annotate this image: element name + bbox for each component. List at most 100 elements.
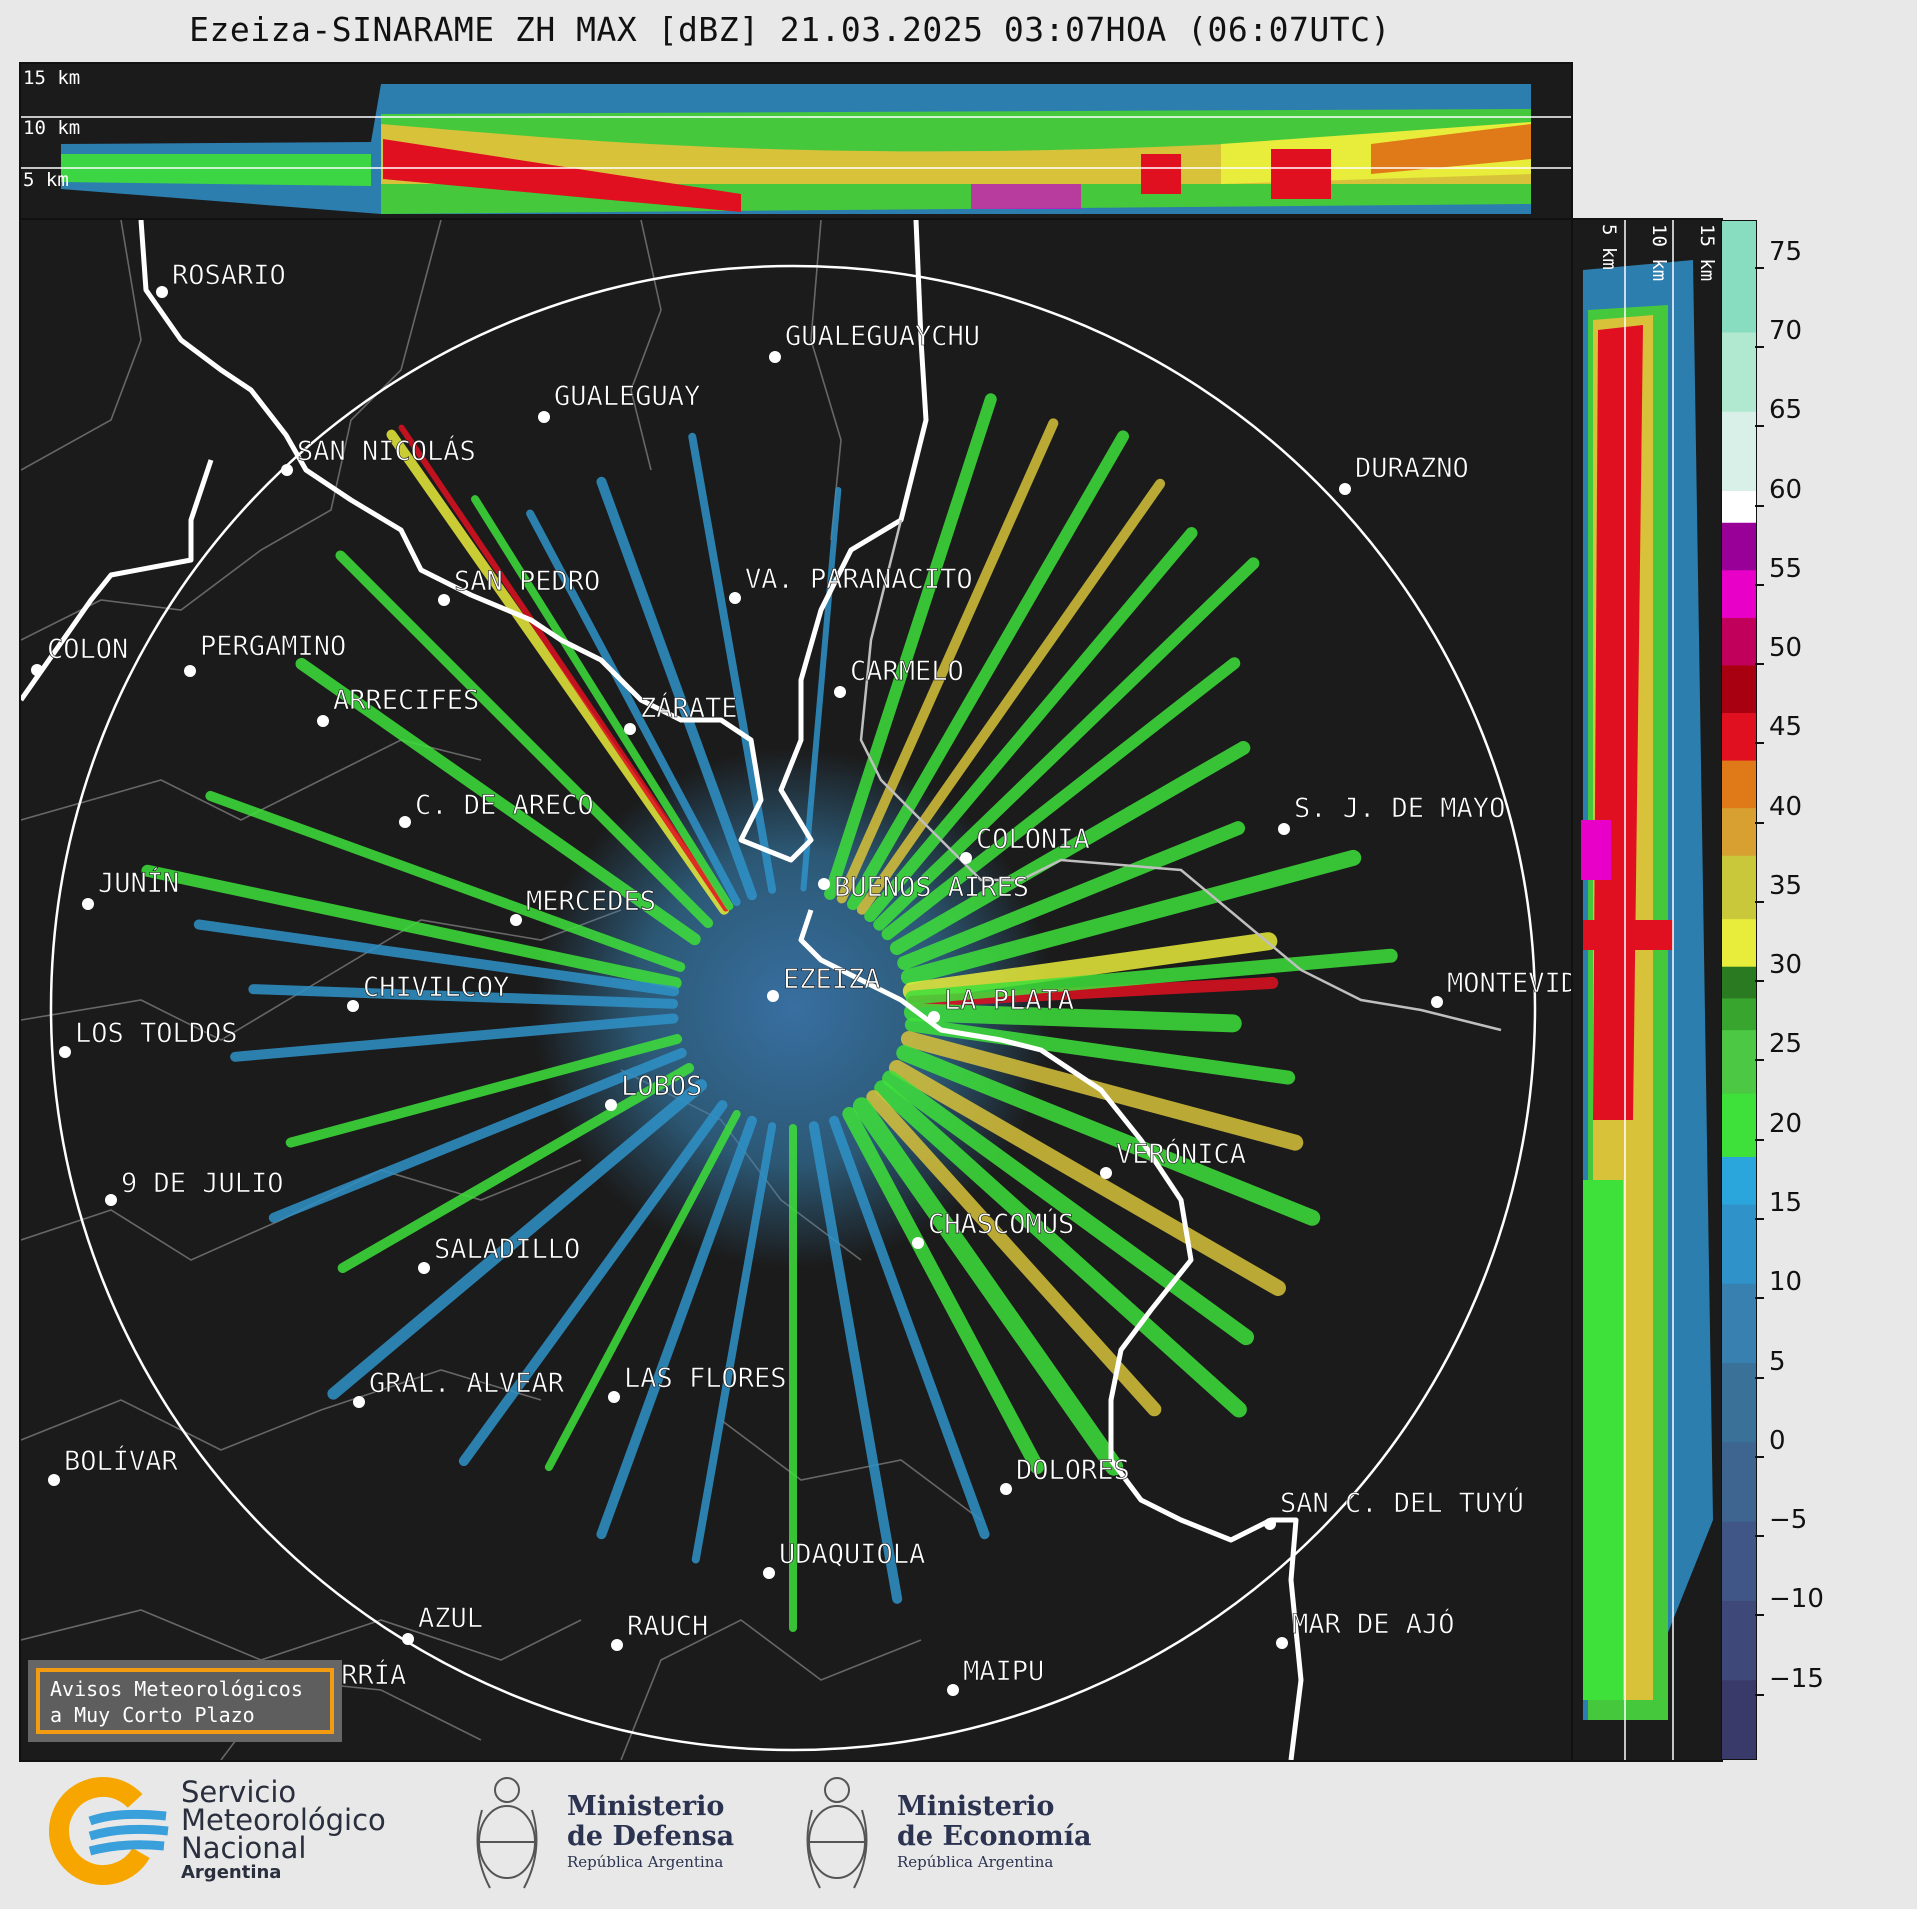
colorbar-tick-label: 15	[1769, 1188, 1803, 1219]
radar-map-panel: ROSARIO GUALEGUAYCHU GUALEGUAY SAN NICOLÁS D…	[19, 218, 1573, 1762]
city-label-san-nicolas: SAN NICOLÁS	[297, 435, 476, 467]
reflectivity-ray	[691, 1122, 777, 1564]
side-cross-section-svg: 5 km 10 km 15 km	[1581, 220, 1718, 1760]
colorbar-tick: −10	[1755, 1584, 1824, 1629]
reflectivity-ray	[141, 864, 682, 990]
city-label-durazno: DURAZNO	[1355, 453, 1469, 484]
city-marker-rauch	[611, 1639, 623, 1651]
warnings-box[interactable]: Avisos Meteorológicos a Muy Corto Plazo	[36, 1668, 334, 1734]
city-label-azul: AZUL	[418, 1603, 483, 1634]
reflectivity-ray	[847, 430, 1129, 911]
reflectivity-ray	[856, 478, 1166, 915]
economia-line-1: Ministerio	[897, 1791, 1055, 1822]
city-label-saladillo: SALADILLO	[434, 1234, 580, 1265]
city-marker-buenos-aires	[818, 878, 830, 890]
city-label-gral-alvear: GRAL. ALVEAR	[369, 1368, 565, 1399]
colorbar-band	[1722, 807, 1756, 856]
reflectivity-ray	[874, 1080, 1247, 1418]
warnings-line-1: Avisos Meteorológicos	[50, 1677, 303, 1701]
reflectivity-ray	[596, 1115, 757, 1540]
city-marker-montevideo	[1431, 996, 1443, 1008]
top-cross-section-panel: 15 km 10 km 5 km	[19, 62, 1573, 220]
city-label-carmelo: CARMELO	[850, 656, 964, 687]
city-label-gualeguay: GUALEGUAY	[554, 381, 700, 412]
city-label-ezeiza: EZEIZA	[783, 964, 881, 995]
reflectivity-ray	[248, 984, 679, 1009]
top-cross-section-svg: 15 km 10 km 5 km	[21, 67, 1571, 214]
city-label-montevideo: MONTEVIDEO	[1447, 968, 1571, 999]
colorbar-band	[1722, 1600, 1756, 1681]
colorbar-tick-label: 5	[1769, 1346, 1786, 1377]
smn-line-1: Servicio	[181, 1775, 297, 1809]
city-marker-veronica	[1100, 1167, 1112, 1179]
smn-logo-text: Servicio Meteorológico Nacional Argentin…	[181, 1778, 386, 1884]
reflectivity-ray	[842, 1106, 1045, 1475]
economia-logo-text: Ministerio de Economía República Argenti…	[897, 1792, 1091, 1872]
colorbar-tick: 70	[1755, 316, 1802, 361]
city-marker-la-plata	[928, 1011, 940, 1023]
city-label-arrecifes: ARRECIFES	[333, 685, 479, 716]
city-marker-mercedes	[510, 914, 522, 926]
smn-logo-icon	[48, 1777, 169, 1885]
city-label-zarate: ZÁRATE	[640, 692, 738, 724]
colorbar-band	[1722, 855, 1756, 920]
reflectivity-ray	[866, 1090, 1162, 1417]
reflectivity-ray	[829, 1115, 990, 1540]
colorbar-tick: 25	[1755, 1029, 1802, 1074]
colorbar-band	[1722, 1029, 1756, 1094]
city-marker-los-toldos	[59, 1046, 71, 1058]
city-marker-san-pedro	[438, 594, 450, 606]
colorbar-band	[1722, 221, 1756, 333]
city-marker-gral-alvear	[353, 1396, 365, 1408]
colorbar-tick: 5	[1755, 1347, 1786, 1392]
economia-line-3: República Argentina	[897, 1853, 1054, 1871]
colorbar-band	[1722, 522, 1756, 571]
footer-logos: Servicio Meteorológico Nacional Argentin…	[0, 1762, 1917, 1909]
colorbar-tick-label: 75	[1769, 236, 1803, 267]
city-marker-c-de-areco	[399, 816, 411, 828]
colorbar-tick-label: 10	[1769, 1267, 1803, 1298]
range-ring	[49, 264, 1537, 1752]
colorbar-tick: −15	[1755, 1664, 1824, 1709]
reflectivity-ray	[902, 932, 1278, 1001]
reflectivity-ray	[896, 1044, 1321, 1226]
reflectivity-ray	[903, 1003, 1242, 1033]
reflectivity-ray	[900, 849, 1362, 985]
colorbar-tick-label: 30	[1769, 950, 1803, 981]
city-marker-azul	[402, 1633, 414, 1645]
city-marker-colonia	[960, 852, 972, 864]
smn-line-4: Argentina	[181, 1862, 282, 1883]
city-marker-va-paranacito	[729, 592, 741, 604]
reflectivity-ray	[398, 424, 729, 912]
city-marker-durazno	[1339, 483, 1351, 495]
city-marker-9-de-julio	[105, 1194, 117, 1206]
city-label-colonia: COLONIA	[976, 824, 1090, 855]
city-label-mar-de-ajo: MAR DE AJÓ	[1292, 1608, 1455, 1640]
coastline	[21, 220, 1304, 1760]
colorbar-tick-label: 50	[1769, 633, 1803, 664]
uruguay-coast	[859, 519, 1502, 1032]
reflectivity-rays	[141, 393, 1398, 1632]
city-label-veronica: VERÓNICA	[1116, 1138, 1246, 1170]
reflectivity-ray	[889, 741, 1251, 955]
city-marker-arrecifes	[317, 715, 329, 727]
city-label-los-toldos: LOS TOLDOS	[75, 1018, 238, 1049]
reflectivity-ray	[337, 1063, 695, 1273]
city-label-colon: COLON	[47, 634, 128, 665]
colorbar-tick-label: −15	[1769, 1663, 1824, 1694]
reflectivity-ray	[205, 790, 686, 972]
city-label-bolivar: BOLÍVAR	[64, 1445, 179, 1477]
city-label-udaquiola: UDAQUIOLA	[779, 1539, 925, 1570]
side-cross-section-panel: 5 km 10 km 15 km	[1571, 218, 1723, 1762]
reflectivity-ray	[905, 948, 1398, 1005]
top-label-15km: 15 km	[23, 67, 80, 89]
colorbar-band	[1722, 490, 1756, 523]
city-marker-chivilcoy	[347, 1000, 359, 1012]
city-label-rauch: RAUCH	[627, 1611, 708, 1642]
city-marker-saladillo	[418, 1262, 430, 1274]
city-marker-san-c-del-tuyu	[1264, 1518, 1276, 1530]
city-marker-san-nicolas	[281, 464, 293, 476]
colorbar-band	[1722, 1156, 1756, 1205]
colorbar-tick: 55	[1755, 554, 1802, 599]
colorbar-tick: 30	[1755, 950, 1802, 995]
